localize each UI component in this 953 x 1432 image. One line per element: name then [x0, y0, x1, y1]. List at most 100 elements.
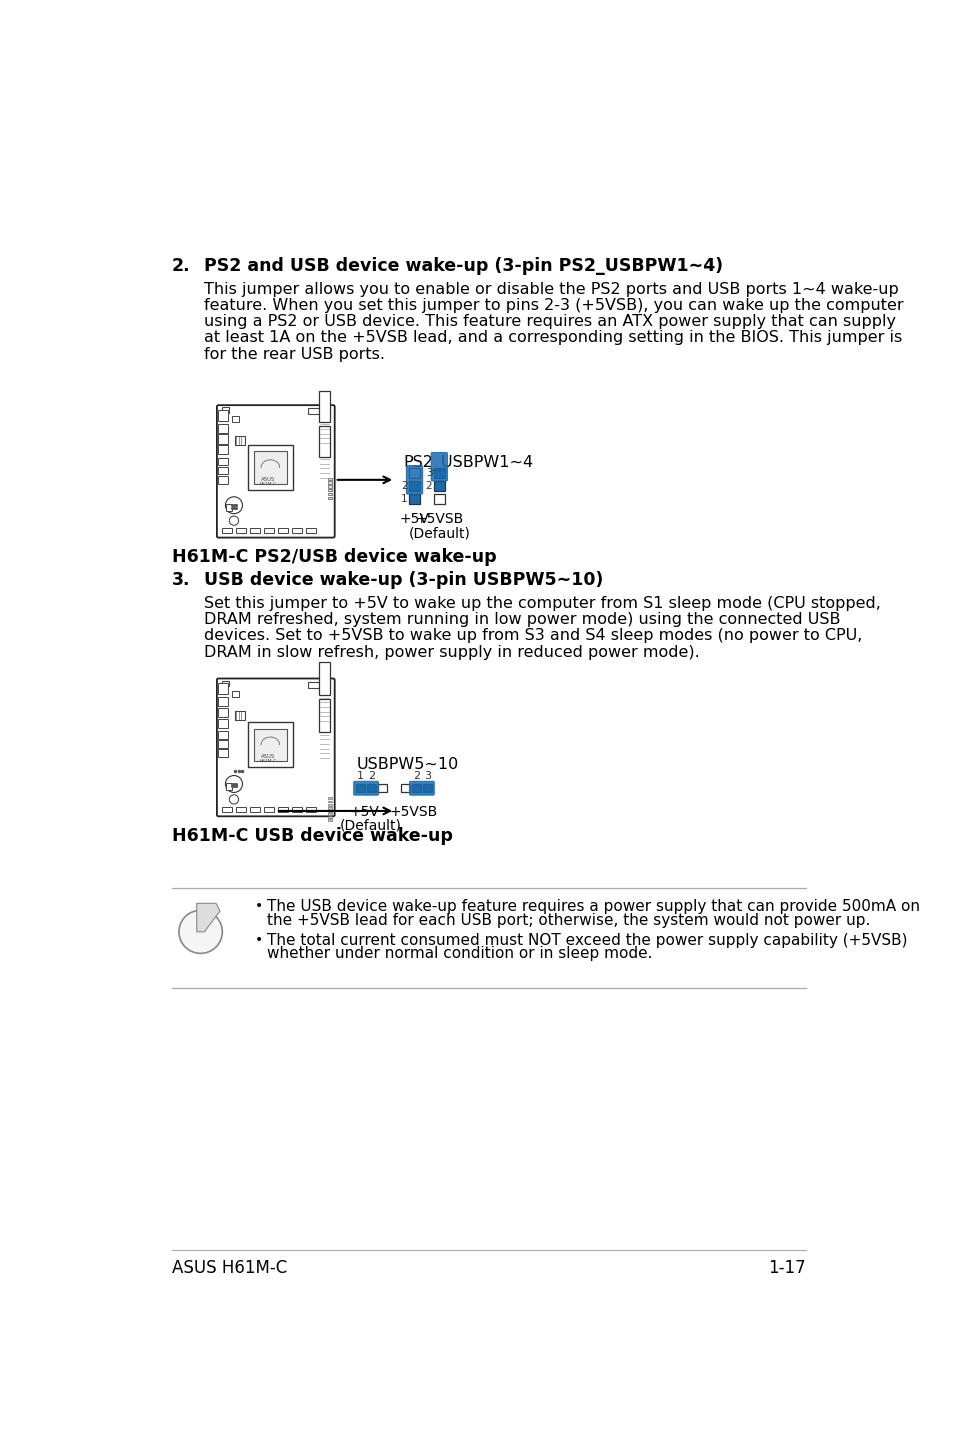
Text: DRAM refreshed, system running in low power mode) using the connected USB: DRAM refreshed, system running in low po…: [204, 613, 841, 627]
Bar: [319, 391, 330, 422]
Text: (Default): (Default): [408, 526, 470, 540]
Text: USB device wake-up (3-pin USBPW5~10): USB device wake-up (3-pin USBPW5~10): [204, 571, 603, 589]
Bar: [218, 424, 228, 432]
Bar: [401, 783, 410, 792]
Bar: [264, 808, 274, 812]
Bar: [308, 408, 330, 414]
Bar: [319, 663, 330, 696]
Bar: [218, 697, 228, 706]
Bar: [253, 729, 286, 760]
Bar: [328, 819, 332, 821]
Bar: [422, 783, 431, 792]
Bar: [226, 783, 232, 790]
Text: PS2 and USB device wake-up (3-pin PS2_USBPW1~4): PS2 and USB device wake-up (3-pin PS2_US…: [204, 256, 723, 275]
Bar: [328, 800, 332, 802]
Text: devices. Set to +5VSB to wake up from S3 and S4 sleep modes (no power to CPU,: devices. Set to +5VSB to wake up from S3…: [204, 629, 862, 643]
Bar: [328, 481, 332, 484]
Bar: [367, 783, 375, 792]
Bar: [248, 722, 293, 768]
Bar: [292, 808, 302, 812]
Bar: [218, 445, 228, 454]
Bar: [218, 683, 228, 695]
Bar: [218, 719, 228, 727]
Bar: [236, 808, 246, 812]
Text: 2.: 2.: [172, 256, 191, 275]
Text: 2: 2: [400, 481, 407, 491]
Bar: [250, 528, 260, 533]
Circle shape: [179, 911, 222, 954]
Circle shape: [229, 516, 238, 526]
Text: 2: 2: [425, 481, 432, 491]
Bar: [253, 451, 286, 484]
Bar: [221, 680, 229, 686]
Bar: [218, 434, 228, 444]
Circle shape: [225, 497, 242, 514]
Text: DRAM in slow refresh, power supply in reduced power mode).: DRAM in slow refresh, power supply in re…: [204, 644, 700, 660]
Text: +5VSB: +5VSB: [389, 805, 437, 819]
Text: H61M-C: H61M-C: [259, 481, 276, 485]
Bar: [328, 490, 332, 491]
Text: 2: 2: [368, 770, 375, 780]
Text: H61M-C: H61M-C: [259, 759, 276, 763]
Bar: [409, 468, 419, 478]
Bar: [236, 528, 246, 533]
Bar: [356, 783, 365, 792]
Polygon shape: [196, 904, 220, 932]
Bar: [233, 690, 238, 697]
Bar: [226, 504, 232, 511]
Circle shape: [229, 795, 238, 803]
Text: at least 1A on the +5VSB lead, and a corresponding setting in the BIOS. This jum: at least 1A on the +5VSB lead, and a cor…: [204, 331, 902, 345]
FancyBboxPatch shape: [406, 465, 422, 494]
Text: 2: 2: [413, 770, 419, 780]
Text: •: •: [254, 932, 263, 947]
Bar: [328, 813, 332, 815]
Text: whether under normal condition or in sleep mode.: whether under normal condition or in sle…: [267, 947, 652, 961]
Bar: [434, 468, 444, 478]
Bar: [292, 528, 302, 533]
Bar: [250, 808, 260, 812]
Bar: [233, 415, 238, 422]
Bar: [218, 457, 228, 465]
Bar: [235, 710, 245, 720]
Text: using a PS2 or USB device. This feature requires an ATX power supply that can su: using a PS2 or USB device. This feature …: [204, 314, 896, 329]
FancyBboxPatch shape: [409, 782, 434, 795]
Bar: [306, 528, 315, 533]
Bar: [434, 481, 444, 491]
Text: 3: 3: [423, 770, 431, 780]
Text: ASUS H61M-C: ASUS H61M-C: [172, 1259, 287, 1277]
Bar: [248, 445, 293, 490]
Text: 1: 1: [356, 770, 364, 780]
Bar: [218, 749, 228, 758]
Bar: [377, 783, 386, 792]
Text: H61M-C USB device wake-up: H61M-C USB device wake-up: [172, 828, 453, 845]
Text: the +5VSB lead for each USB port; otherwise, the system would not power up.: the +5VSB lead for each USB port; otherw…: [267, 912, 870, 928]
Circle shape: [225, 776, 242, 792]
Bar: [222, 528, 233, 533]
Bar: [221, 408, 229, 412]
Bar: [434, 494, 444, 504]
Text: USBPW5~10: USBPW5~10: [356, 758, 458, 772]
Bar: [328, 816, 332, 818]
Text: 1-17: 1-17: [767, 1259, 805, 1277]
Text: for the rear USB ports.: for the rear USB ports.: [204, 347, 385, 362]
Text: +5VSB: +5VSB: [415, 513, 463, 526]
Text: This jumper allows you to enable or disable the PS2 ports and USB ports 1~4 wake: This jumper allows you to enable or disa…: [204, 282, 899, 296]
Bar: [328, 803, 332, 806]
Bar: [218, 410, 228, 421]
FancyBboxPatch shape: [216, 679, 335, 816]
Bar: [409, 481, 419, 491]
Text: 3: 3: [425, 468, 432, 478]
Bar: [328, 477, 332, 480]
Text: +5V: +5V: [350, 805, 379, 819]
Bar: [278, 808, 288, 812]
Bar: [319, 425, 330, 457]
Text: H61M-C PS2/USB device wake-up: H61M-C PS2/USB device wake-up: [172, 548, 497, 567]
Text: (Default): (Default): [340, 819, 401, 832]
Text: The total current consumed must NOT exceed the power supply capability (+5VSB): The total current consumed must NOT exce…: [267, 932, 907, 948]
Bar: [264, 528, 274, 533]
Bar: [328, 493, 332, 495]
Bar: [222, 808, 233, 812]
Text: 1: 1: [400, 494, 407, 504]
Bar: [328, 806, 332, 809]
Text: 3.: 3.: [172, 571, 191, 589]
